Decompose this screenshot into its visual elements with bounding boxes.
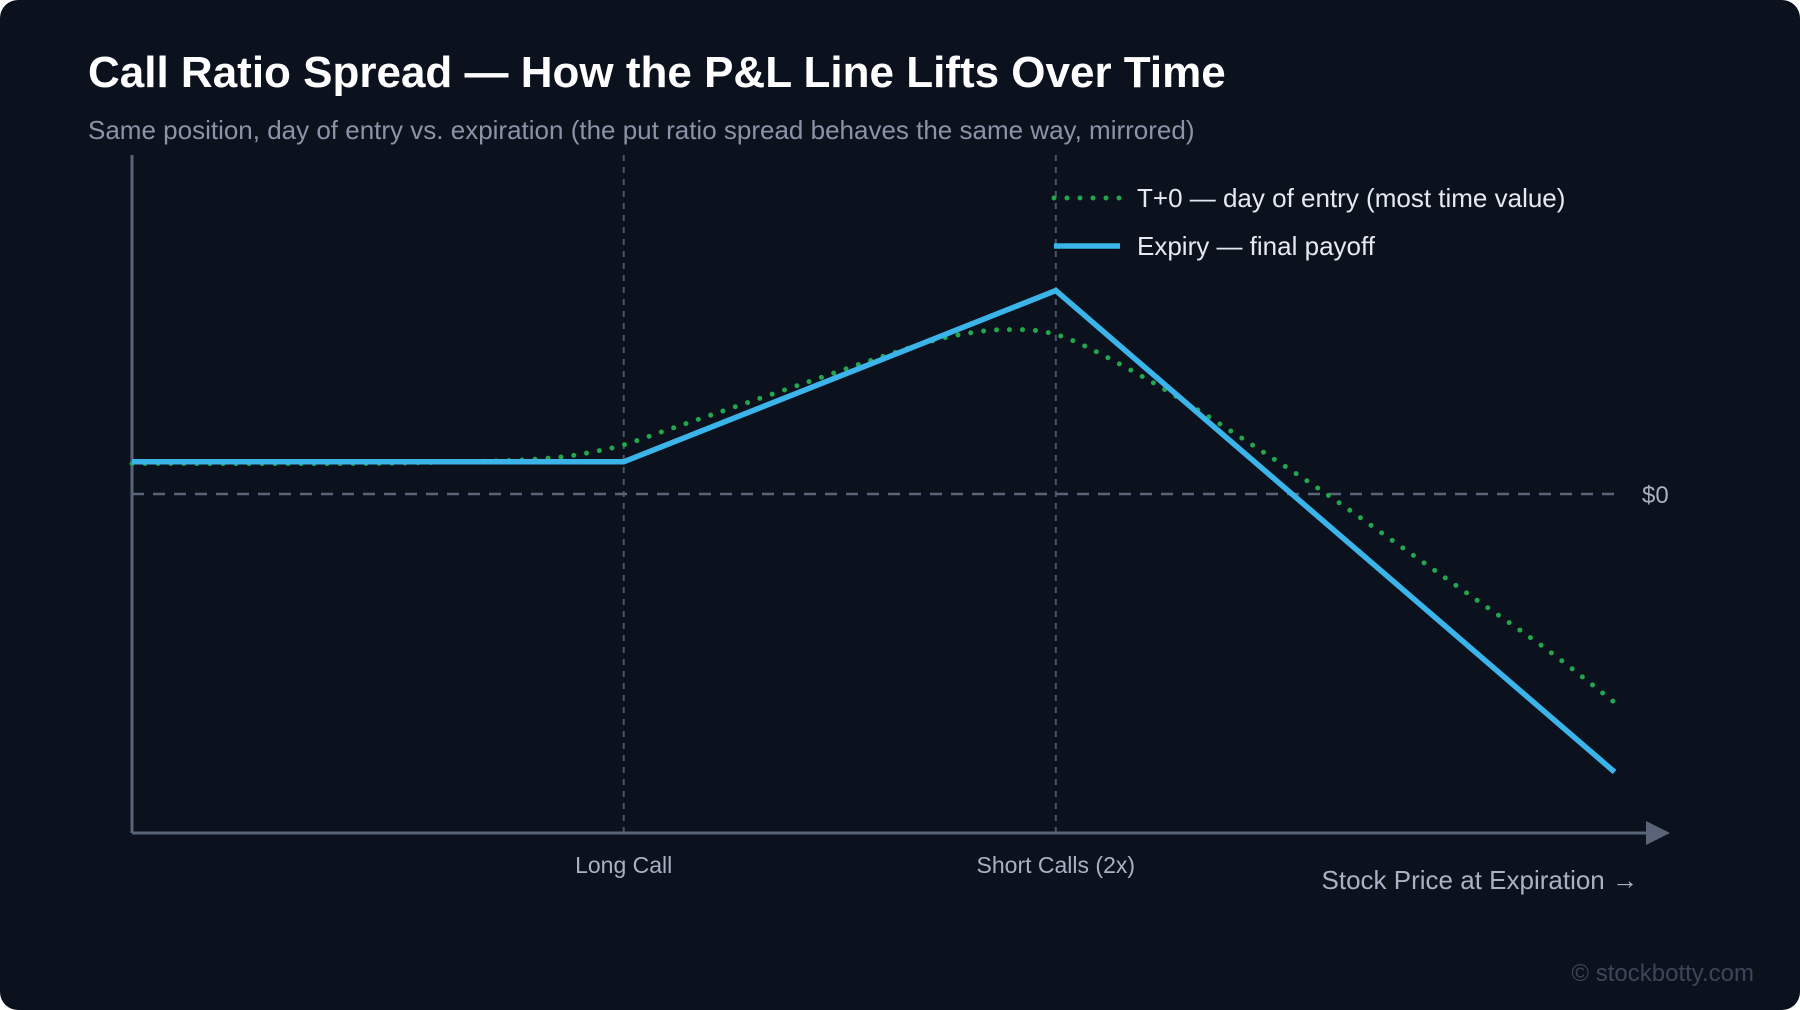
series-expiry-line (132, 287, 1617, 775)
zero-reference-line: $0 (132, 482, 1669, 509)
series-t0-line (129, 327, 1618, 705)
x-axis-label: Stock Price at Expiration → (1322, 865, 1638, 895)
chart-subtitle: Same position, day of entry vs. expirati… (88, 115, 1195, 145)
x-axis-arrow-icon (1646, 821, 1670, 845)
chart-title: Call Ratio Spread — How the P&L Line Lif… (88, 48, 1226, 97)
legend-label-1: T+0 — day of entry (most time value) (1137, 183, 1565, 213)
x-tick-label-2: Short Calls (2x) (977, 852, 1135, 878)
legend-label-2: Expiry — final payoff (1137, 231, 1376, 261)
x-tick-label-1: Long Call (575, 852, 672, 878)
strike-guides: Long Call Short Calls (2x) (575, 155, 1135, 878)
watermark: © stockbotty.com (1571, 960, 1754, 987)
legend: T+0 — day of entry (most time value) Expi… (1051, 183, 1565, 261)
zero-line-label: $0 (1642, 482, 1669, 509)
axes: Stock Price at Expiration → (130, 155, 1670, 895)
series-lines (129, 287, 1618, 775)
